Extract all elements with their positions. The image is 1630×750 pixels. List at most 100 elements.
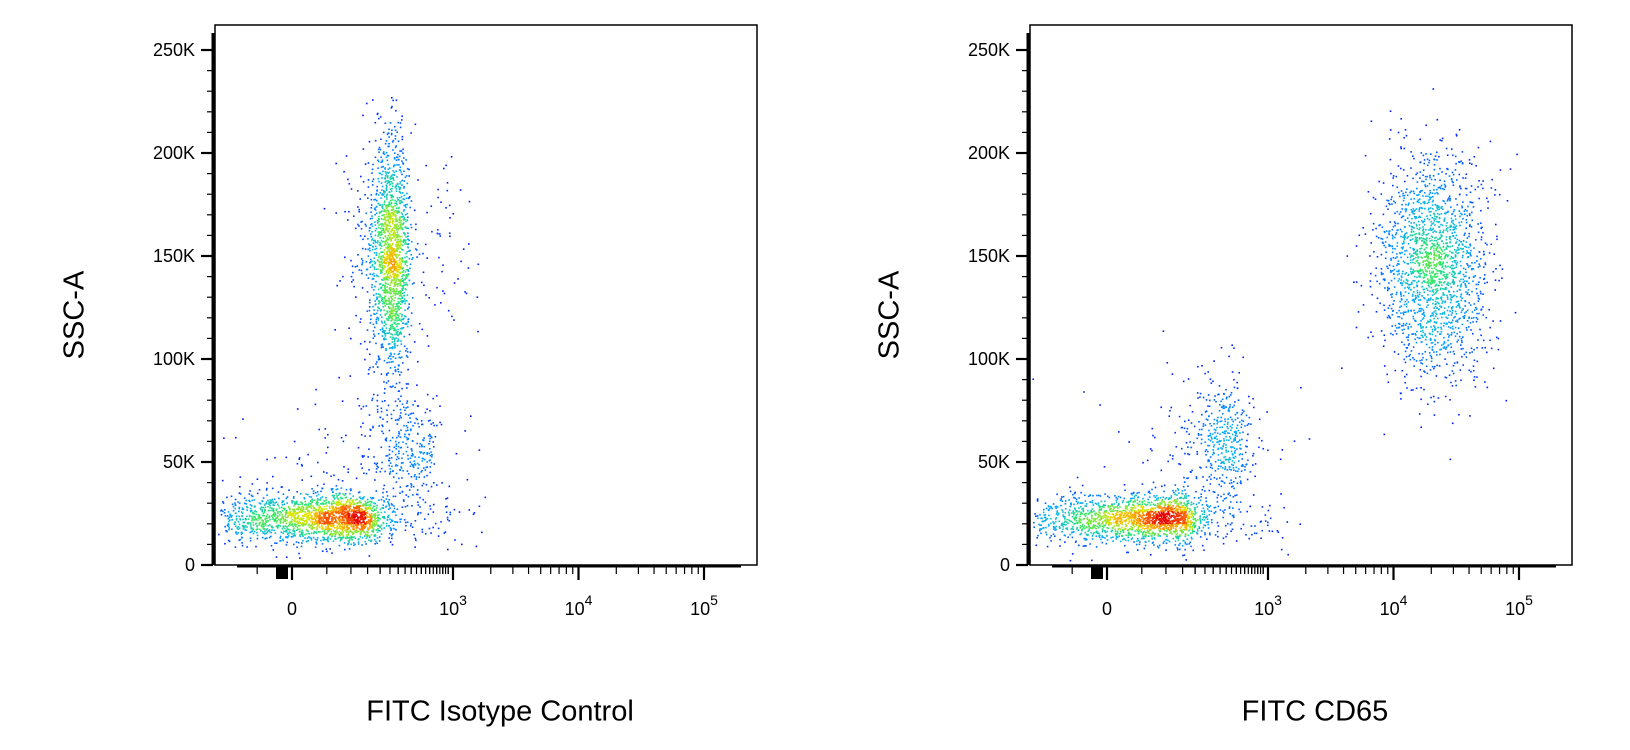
- event-point: [285, 556, 288, 558]
- event-point: [378, 529, 380, 532]
- event-point: [446, 189, 449, 192]
- event-point: [398, 477, 400, 480]
- event-point: [332, 502, 334, 505]
- event-point: [242, 518, 244, 521]
- event-point: [1185, 442, 1188, 444]
- event-point: [292, 530, 294, 532]
- event-point: [274, 456, 276, 459]
- event-point: [360, 523, 362, 526]
- event-point: [376, 316, 379, 319]
- event-point: [398, 294, 401, 297]
- event-point: [382, 432, 385, 435]
- event-point: [330, 530, 333, 533]
- event-point: [379, 530, 381, 532]
- event-point: [375, 363, 377, 365]
- event-point: [402, 267, 404, 269]
- event-point: [366, 512, 369, 514]
- event-point: [385, 300, 387, 303]
- event-point: [253, 506, 256, 508]
- event-point: [392, 315, 394, 317]
- event-point: [361, 511, 364, 513]
- event-point: [344, 493, 347, 495]
- event-point: [1489, 339, 1491, 342]
- event-point: [359, 235, 362, 237]
- event-point: [1032, 378, 1034, 380]
- event-point: [401, 457, 403, 459]
- event-point: [410, 200, 413, 202]
- event-point: [331, 520, 333, 523]
- event-point: [1505, 399, 1508, 402]
- event-point: [324, 521, 326, 523]
- event-point: [376, 361, 378, 363]
- event-point: [364, 248, 367, 250]
- event-point: [407, 421, 409, 424]
- event-point: [385, 205, 388, 208]
- event-point: [1370, 242, 1372, 244]
- event-point: [416, 256, 418, 258]
- event-point: [345, 434, 347, 437]
- event-point: [390, 234, 392, 236]
- event-point: [359, 521, 361, 523]
- event-point: [318, 514, 320, 517]
- event-point: [381, 343, 384, 345]
- event-point: [356, 511, 358, 514]
- event-point: [294, 501, 296, 503]
- event-point: [269, 499, 271, 501]
- event-point: [406, 402, 408, 404]
- event-point: [397, 340, 400, 342]
- event-point: [303, 497, 306, 500]
- event-point: [394, 152, 396, 154]
- event-point: [399, 357, 402, 359]
- event-point: [302, 515, 305, 517]
- event-point: [360, 434, 363, 436]
- event-point: [392, 149, 394, 151]
- event-point: [383, 527, 385, 529]
- event-point: [1419, 138, 1421, 141]
- event-point: [1484, 346, 1486, 349]
- event-point: [272, 514, 274, 516]
- event-point: [341, 532, 343, 535]
- event-point: [411, 283, 414, 285]
- event-point: [337, 503, 339, 505]
- event-point: [374, 261, 377, 264]
- event-point: [384, 266, 386, 269]
- event-point: [384, 278, 386, 281]
- event-point: [352, 514, 354, 516]
- event-point: [253, 530, 256, 533]
- event-point: [391, 182, 394, 185]
- event-point: [466, 478, 469, 481]
- event-point: [394, 211, 397, 213]
- event-point: [377, 260, 379, 262]
- event-point: [391, 315, 393, 318]
- event-point: [419, 452, 422, 454]
- event-point: [311, 518, 313, 520]
- event-point: [400, 150, 403, 152]
- event-point: [417, 501, 419, 504]
- event-point: [331, 494, 334, 497]
- event-point: [355, 227, 357, 230]
- event-point: [305, 523, 308, 525]
- event-point: [394, 266, 396, 268]
- event-point: [405, 322, 408, 324]
- event-point: [388, 128, 390, 131]
- event-point: [387, 163, 389, 166]
- event-point: [383, 381, 385, 383]
- event-point: [308, 523, 311, 525]
- event-point: [384, 295, 386, 298]
- event-point: [392, 258, 395, 261]
- event-point: [371, 263, 374, 266]
- event-point: [286, 527, 289, 530]
- event-point: [399, 227, 401, 230]
- event-point: [382, 170, 384, 173]
- event-point: [402, 163, 405, 165]
- event-point: [358, 208, 360, 211]
- event-point: [400, 201, 403, 203]
- event-point: [383, 331, 386, 333]
- event-point: [226, 530, 228, 533]
- event-point: [241, 515, 243, 517]
- event-point: [340, 536, 342, 539]
- plot-fitc-isotype-control: 0 50K 100K 150K 200K 250K 0 103 104 105 SSC-A FIT…: [59, 24, 758, 728]
- event-point: [251, 499, 254, 502]
- event-point: [381, 430, 383, 433]
- event-point: [398, 352, 401, 355]
